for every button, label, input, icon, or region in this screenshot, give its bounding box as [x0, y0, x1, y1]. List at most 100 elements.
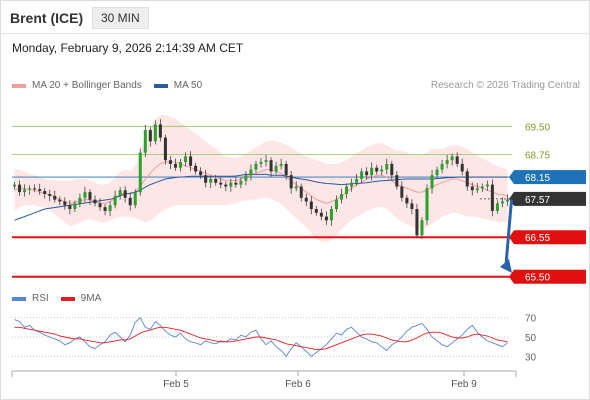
candle-body: [450, 156, 454, 161]
level-tag-pointer-4: [509, 230, 514, 245]
candle-body: [284, 163, 288, 176]
chart-header: Brent (ICE) 30 MIN: [0, 0, 590, 34]
candle-body: [48, 194, 52, 196]
rsi-tick-30: 30: [525, 352, 537, 363]
candle-body: [289, 175, 293, 189]
candle-body: [355, 178, 359, 183]
instrument-name: Brent (ICE): [10, 10, 84, 26]
candle-body: [38, 189, 42, 191]
candle-body: [184, 156, 188, 163]
rsi-tick-50: 50: [525, 333, 537, 344]
candle-body: [123, 190, 127, 198]
candle-body: [153, 124, 157, 142]
legend-label-9ma: 9MA: [80, 293, 102, 304]
legend-swatch-ma50: [153, 83, 168, 88]
legend-swatch-9ma: [60, 296, 75, 301]
level-tag-5: [514, 269, 586, 284]
level-label-3: 67.57: [525, 195, 550, 206]
x-tick-label-2: Feb 9: [451, 379, 477, 390]
candle-body: [63, 201, 67, 206]
candle-body: [334, 199, 338, 210]
candle-body: [108, 205, 112, 211]
price-legend: MA 20 + Bollinger Bands MA 50: [12, 80, 214, 91]
candle-body: [68, 205, 72, 210]
candle-body: [83, 192, 87, 198]
legend-item-9ma: 9MA: [60, 293, 102, 304]
level-tag-4: [514, 230, 586, 245]
legend-item-ma50: MA 50: [153, 80, 203, 91]
candle-body: [264, 160, 268, 163]
level-tag-pointer-5: [509, 269, 514, 284]
level-tag-3: [514, 191, 586, 206]
x-tick-label-1: Feb 6: [285, 379, 311, 390]
candle-body: [319, 212, 323, 217]
candle-body: [173, 163, 177, 168]
candle-body: [103, 207, 107, 211]
legend-label-rsi: RSI: [32, 293, 49, 304]
candle-body: [113, 195, 117, 206]
candle-body: [128, 197, 132, 206]
candle-body: [294, 186, 298, 189]
ma20-line: [14, 161, 508, 204]
legend-swatch-rsi: [12, 296, 26, 301]
research-credit: Research © 2026 Trading Central: [430, 80, 580, 91]
candle-body: [390, 163, 394, 176]
candle-body: [370, 167, 374, 176]
candle-body: [274, 165, 278, 172]
candle-body: [495, 203, 499, 211]
candle-body: [490, 184, 494, 211]
candle-body: [339, 194, 343, 200]
candle-body: [420, 220, 424, 236]
candle-body: [229, 182, 233, 187]
candle-body: [138, 152, 142, 193]
timeframe-button[interactable]: 30 MIN: [92, 7, 149, 29]
candle-body: [168, 160, 172, 164]
candle-body: [345, 186, 349, 194]
level-tag-pointer-2: [509, 170, 514, 185]
bollinger-band: [14, 115, 508, 243]
x-tick-label-0: Feb 5: [163, 379, 189, 390]
projection-arrow: [504, 199, 513, 266]
candle-body: [23, 189, 27, 193]
level-label-5: 65.50: [525, 273, 550, 284]
candle-body: [88, 192, 92, 200]
candle-body: [375, 167, 379, 172]
candle-body: [410, 203, 414, 210]
candle-body: [158, 124, 162, 138]
ma50-line: [14, 173, 508, 221]
candle-body: [360, 171, 364, 179]
projection-arrowhead: [500, 258, 512, 273]
legend-item-ma20: MA 20 + Bollinger Bands: [12, 80, 142, 91]
candle-body: [118, 190, 122, 196]
candle-body: [28, 188, 32, 190]
level-label-2: 68.15: [525, 173, 550, 184]
candle-body: [380, 169, 384, 172]
candle-body: [53, 195, 57, 200]
level-label-1: 68.75: [525, 151, 550, 162]
candle-body: [58, 199, 62, 202]
candle-body: [249, 169, 253, 176]
candle-body: [425, 188, 429, 221]
candle-body: [299, 186, 303, 198]
rsi-line: [14, 316, 508, 358]
candle-body: [254, 163, 258, 170]
candle-body: [440, 163, 444, 170]
candle-body: [18, 184, 22, 193]
candle-body: [385, 163, 389, 170]
candle-body: [43, 190, 47, 194]
legend-label-ma20: MA 20 + Bollinger Bands: [32, 80, 142, 91]
candle-body: [395, 175, 399, 187]
candle-body: [148, 130, 152, 142]
candle-body: [470, 186, 474, 191]
candle-body: [224, 184, 228, 187]
candle-body: [505, 199, 509, 202]
legend-item-rsi: RSI: [12, 293, 49, 304]
candle-body: [400, 186, 404, 198]
candle-body: [13, 184, 17, 187]
legend-label-ma50: MA 50: [173, 80, 203, 91]
candle-body: [199, 171, 203, 176]
candle-body: [324, 216, 328, 221]
candle-body: [73, 203, 77, 210]
candle-body: [445, 160, 449, 164]
